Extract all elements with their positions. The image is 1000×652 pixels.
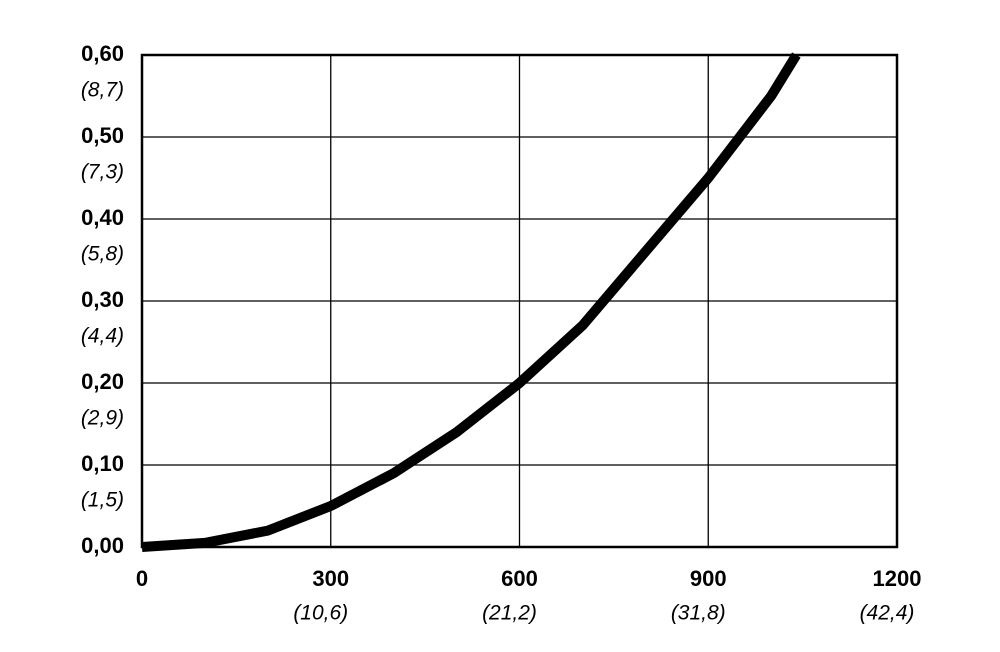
y-tick-label: 0,50 xyxy=(81,123,124,148)
x-tick-label: 0 xyxy=(136,566,148,591)
plot-frame xyxy=(140,53,899,549)
y-tick-sublabel: (4,4) xyxy=(81,325,124,348)
y-tick-label: 0,10 xyxy=(81,451,124,476)
x-tick-sublabel: (21,2) xyxy=(482,602,537,625)
y-tick-sublabel: (8,7) xyxy=(81,79,124,102)
y-tick-label: 0,20 xyxy=(81,369,124,394)
y-tick-label: 0,60 xyxy=(81,41,124,66)
y-tick-sublabel: (1,5) xyxy=(81,489,124,512)
data-line xyxy=(141,52,801,552)
y-tick-label: 0,30 xyxy=(81,287,124,312)
x-tick-label: 1200 xyxy=(873,566,922,591)
y-tick-sublabel: (2,9) xyxy=(81,407,124,430)
x-tick-label: 300 xyxy=(312,566,349,591)
x-tick-label: 900 xyxy=(690,566,727,591)
y-tick-sublabel: (7,3) xyxy=(81,161,124,184)
x-tick-sublabel: (42,4) xyxy=(860,602,915,625)
x-tick-sublabel: (31,8) xyxy=(671,602,726,625)
x-tick-sublabel: (10,6) xyxy=(293,602,348,625)
y-tick-label: 0,40 xyxy=(81,205,124,230)
x-tick-label: 600 xyxy=(501,566,538,591)
y-tick-label: 0,00 xyxy=(81,533,124,558)
y-tick-sublabel: (5,8) xyxy=(81,243,124,266)
